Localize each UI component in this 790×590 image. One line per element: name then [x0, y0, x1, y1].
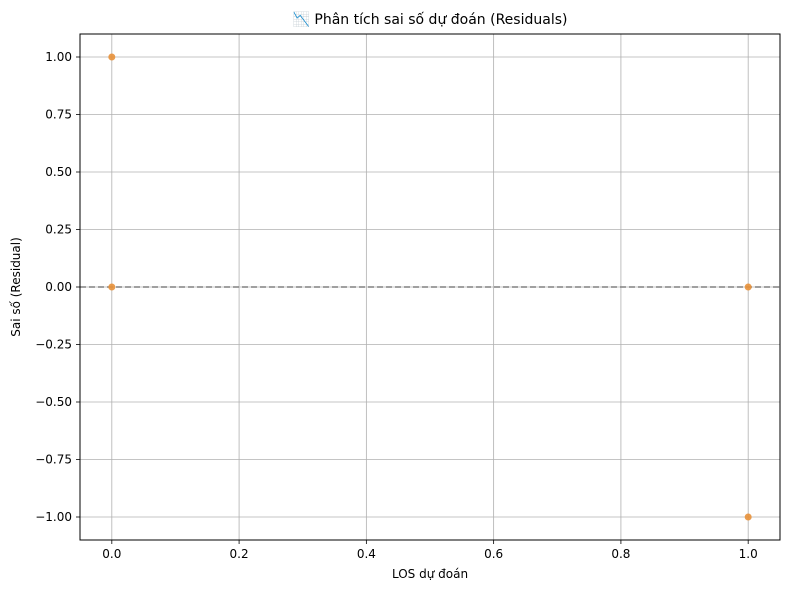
- y-tick-label: 0.50: [45, 165, 72, 179]
- y-tick-label: −0.75: [35, 453, 72, 467]
- y-tick-label: −1.00: [35, 510, 72, 524]
- y-tick-label: 0.25: [45, 223, 72, 237]
- y-tick-label: 0.00: [45, 280, 72, 294]
- scatter-points: [108, 53, 752, 521]
- y-tick-label: −0.50: [35, 395, 72, 409]
- x-tick-label: 0.2: [230, 547, 249, 561]
- x-tick-label: 0.8: [611, 547, 630, 561]
- y-axis-label: Sai số (Residual): [9, 237, 23, 337]
- scatter-point: [108, 53, 116, 61]
- y-tick-label: 1.00: [45, 50, 72, 64]
- y-axis-ticks: −1.00 −0.75 −0.50 −0.25 0.00 0.25 0.50 0.75 1.00: [35, 50, 80, 524]
- x-axis-label: LOS dự đoán: [392, 567, 468, 581]
- x-tick-label: 0.0: [102, 547, 121, 561]
- x-tick-label: 0.4: [357, 547, 376, 561]
- scatter-point: [744, 283, 752, 291]
- chart-title: 📉 Phân tích sai số dự đoán (Residuals): [293, 11, 568, 28]
- x-tick-label: 1.0: [739, 547, 758, 561]
- y-tick-label: −0.25: [35, 338, 72, 352]
- scatter-point: [108, 283, 116, 291]
- x-tick-label: 0.6: [484, 547, 503, 561]
- x-axis-ticks: 0.0 0.2 0.4 0.6 0.8 1.0: [102, 540, 758, 561]
- y-tick-label: 0.75: [45, 108, 72, 122]
- scatter-point: [744, 513, 752, 521]
